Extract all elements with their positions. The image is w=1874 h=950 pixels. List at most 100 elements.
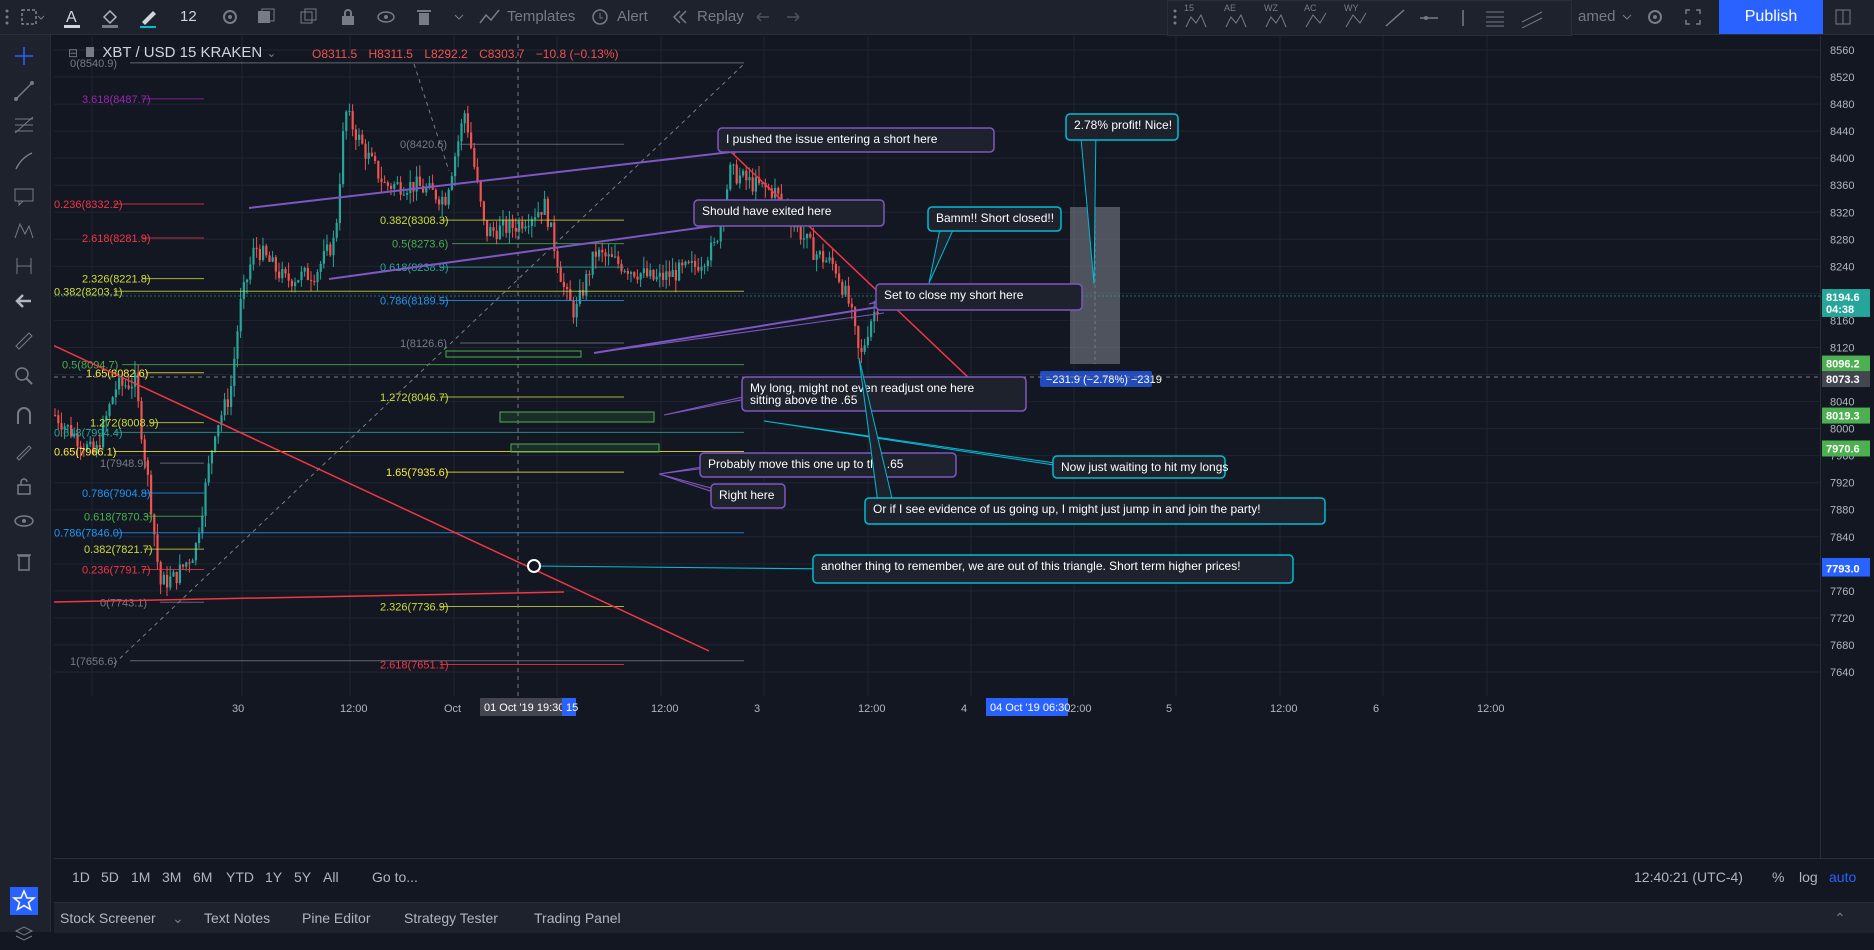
undo-icon[interactable] — [753, 7, 773, 27]
line-color-icon[interactable] — [138, 7, 158, 28]
object-tree-icon[interactable] — [13, 923, 35, 945]
pattern-tool-4-label[interactable]: AC — [1304, 3, 1317, 13]
fullscreen-icon[interactable] — [1683, 7, 1703, 27]
range-1m[interactable]: 1M — [131, 869, 151, 885]
collapse-legend-icon[interactable]: ⊟ — [68, 46, 79, 60]
abc-pattern-icon[interactable] — [1304, 9, 1328, 34]
text-color-icon[interactable]: A — [62, 7, 82, 28]
candle-body — [194, 543, 197, 561]
drag-handle-icon[interactable] — [1172, 8, 1178, 28]
alert-button[interactable]: Alert — [617, 8, 648, 25]
line-width-value[interactable]: 12 — [180, 8, 197, 25]
range-ytd[interactable]: YTD — [226, 869, 254, 885]
pattern-tool-1-label[interactable]: 15 — [1184, 3, 1195, 13]
range-1d[interactable]: 1D — [72, 869, 90, 885]
alert-icon[interactable] — [590, 7, 610, 27]
percent-toggle[interactable]: % — [1772, 869, 1785, 885]
candle-body — [706, 260, 709, 267]
chevron-down-icon[interactable] — [1620, 7, 1640, 27]
ruler-icon[interactable] — [13, 330, 35, 352]
drag-handle-icon[interactable] — [4, 8, 10, 28]
clock[interactable]: 12:40:21 (UTC-4) — [1634, 869, 1743, 885]
layout-name[interactable]: amed — [1578, 8, 1616, 25]
redo-icon[interactable] — [783, 7, 803, 27]
visual-order-icon[interactable] — [256, 7, 276, 27]
lock-drawings-icon[interactable] — [13, 475, 35, 497]
fib-label: 2.618(7651.1) — [380, 659, 449, 671]
candle-body — [630, 272, 633, 274]
remove-drawings-icon[interactable] — [13, 550, 35, 572]
zoom-icon[interactable] — [13, 365, 35, 387]
replay-button[interactable]: Replay — [697, 8, 744, 25]
chevron-down-icon[interactable]: ⌄ — [172, 910, 184, 926]
pattern-tool-3-label[interactable]: WZ — [1264, 3, 1278, 13]
expand-panel-icon[interactable] — [1833, 7, 1853, 27]
log-toggle[interactable]: log — [1799, 869, 1818, 885]
templates-button[interactable]: Templates — [507, 8, 576, 25]
candle-body — [265, 245, 268, 256]
tab-strategy-tester[interactable]: Strategy Tester — [404, 910, 498, 926]
prediction-tool-icon[interactable] — [13, 255, 35, 277]
range-1y[interactable]: 1Y — [265, 869, 283, 885]
fib-label: 0.786(7904.8) — [82, 488, 151, 500]
chevron-down-icon[interactable]: ⌄ — [266, 46, 277, 60]
range-all[interactable]: All — [323, 869, 339, 885]
publish-button[interactable]: Publish — [1719, 0, 1823, 34]
candle-body — [684, 261, 687, 266]
horizontal-ray-icon[interactable] — [1418, 8, 1440, 33]
trendline-icon[interactable] — [1384, 8, 1406, 33]
abcd-pattern-icon[interactable] — [1224, 9, 1248, 34]
stay-drawing-icon[interactable] — [13, 440, 35, 462]
maximize-panel-icon[interactable]: ⌃ — [1834, 910, 1846, 926]
settings-icon[interactable] — [220, 7, 240, 27]
price-tag-label: 7793.0 — [1826, 564, 1860, 576]
time-tag — [480, 698, 562, 716]
price-tag-label: 8096.2 — [1826, 359, 1860, 371]
trendline-tool-icon[interactable] — [13, 80, 35, 102]
tab-pine-editor[interactable]: Pine Editor — [302, 910, 371, 926]
range-5y[interactable]: 5Y — [294, 869, 312, 885]
pattern-tool-icon[interactable] — [13, 220, 35, 242]
eye-icon[interactable] — [376, 7, 396, 27]
fib-tool-icon[interactable] — [13, 115, 35, 137]
arrow-back-icon[interactable] — [13, 290, 35, 312]
crosshair-icon[interactable] — [13, 45, 35, 67]
parallel-channel-icon[interactable] — [1520, 8, 1546, 33]
wxyz-pattern-icon[interactable] — [1264, 9, 1288, 34]
candle-body — [153, 514, 156, 535]
tab-text-notes[interactable]: Text Notes — [204, 910, 271, 926]
brush-tool-icon[interactable] — [13, 150, 35, 172]
chart-settings-icon[interactable] — [1645, 7, 1665, 27]
pattern-tool-2-label[interactable]: AE — [1224, 3, 1237, 13]
range-6m[interactable]: 6M — [193, 869, 213, 885]
lock-icon[interactable] — [338, 7, 358, 27]
text-tool-icon[interactable] — [13, 185, 35, 207]
fib-retracement-icon[interactable] — [1484, 8, 1506, 33]
replay-icon[interactable] — [670, 7, 690, 27]
templates-icon[interactable] — [478, 7, 500, 27]
wxy-pattern-icon[interactable] — [1344, 9, 1368, 34]
tab-stock-screener[interactable]: Stock Screener — [60, 910, 156, 926]
vertical-line-icon[interactable] — [1452, 8, 1474, 33]
pattern-tool-5-label[interactable]: WY — [1344, 3, 1359, 13]
favorites-star-icon[interactable] — [10, 887, 38, 915]
auto-toggle[interactable]: auto — [1829, 869, 1857, 885]
range-5d[interactable]: 5D — [101, 869, 119, 885]
candle-body — [585, 273, 588, 296]
fill-color-icon[interactable] — [100, 7, 120, 28]
range-3m[interactable]: 3M — [162, 869, 182, 885]
symbol-legend[interactable]: ⊟ XBT / USD 15 KRAKEN ⌄ — [68, 44, 276, 61]
select-tool-icon[interactable] — [20, 7, 45, 27]
goto-button[interactable]: Go to... — [372, 869, 418, 885]
trash-icon[interactable] — [414, 7, 434, 27]
candle-body — [745, 170, 748, 181]
price-chart[interactable]: 0(8540.9) 3.618(8487.7) 0.236(8332.2) 2.618… — [54, 36, 1824, 858]
annotation-callout: Bamm!! Short closed!! — [927, 206, 1062, 284]
tab-trading-panel[interactable]: Trading Panel — [534, 910, 621, 926]
xabcd-pattern-icon[interactable] — [1184, 9, 1208, 34]
chevron-down-icon[interactable] — [452, 7, 472, 27]
magnet-icon[interactable] — [13, 405, 35, 427]
hide-drawings-icon[interactable] — [13, 510, 35, 532]
symbol-title[interactable]: XBT / USD 15 KRAKEN — [102, 44, 263, 61]
clone-icon[interactable] — [298, 7, 318, 27]
